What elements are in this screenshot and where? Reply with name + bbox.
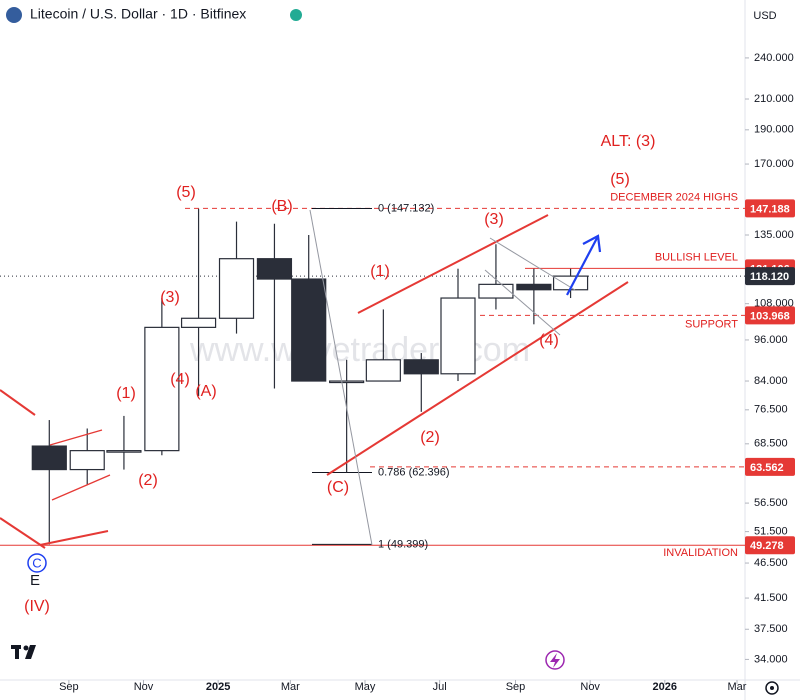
status-dot — [290, 9, 302, 21]
wave4-channel — [309, 209, 576, 546]
wave-label: (A) — [195, 383, 216, 400]
wave-label: ALT: (3) — [601, 133, 656, 150]
y-tick-label: 84.000 — [754, 375, 788, 387]
candle-body — [31, 445, 67, 471]
y-tick-label: 135.000 — [754, 229, 794, 241]
price-label-box — [745, 199, 795, 218]
wave-label: (5) — [610, 171, 630, 188]
wave-label: (3) — [160, 289, 180, 306]
candle-body — [403, 359, 439, 375]
y-tick-label: 41.500 — [754, 592, 788, 604]
wave-label: (2) — [138, 472, 158, 489]
x-tick-label: Nov — [134, 681, 154, 693]
y-tick-label: 56.500 — [754, 497, 788, 509]
candle-body — [106, 450, 142, 453]
coin-icon — [6, 7, 22, 23]
y-tick-label: 34.000 — [754, 653, 788, 665]
wave-label: (4) — [539, 332, 559, 349]
price-label: 103.968 — [750, 310, 790, 322]
candle-body — [144, 326, 180, 452]
price-label-box — [745, 457, 795, 476]
x-tick-label: Sep — [59, 681, 79, 693]
x-tick-label: Nov — [580, 681, 600, 693]
candle-body — [329, 380, 365, 384]
y-tick-label: 190.000 — [754, 124, 794, 136]
wave-label: (1) — [116, 385, 136, 402]
y-tick-label: 68.500 — [754, 438, 788, 450]
lightning-icon[interactable] — [545, 650, 565, 670]
y-tick-label: 51.500 — [754, 526, 788, 538]
x-tick-label: Mar — [728, 681, 747, 693]
level-name: INVALIDATION — [663, 547, 738, 559]
wave-label: (B) — [271, 198, 292, 215]
candle-body — [291, 278, 327, 382]
wave-label: E — [30, 572, 40, 589]
wave-label: (2) — [420, 429, 440, 446]
wave-label: (1) — [370, 263, 390, 280]
candle-body — [440, 297, 476, 375]
y-tick-label: 96.000 — [754, 334, 788, 346]
wave-label: C — [32, 555, 41, 570]
level-name: DECEMBER 2024 HIGHS — [610, 191, 738, 203]
header: Litecoin / U.S. Dollar · 1D · Bitfinex U… — [6, 6, 780, 26]
price-label-box — [745, 306, 795, 325]
x-tick-label: Sep — [506, 681, 526, 693]
fib-label: 0 (147.132) — [378, 202, 434, 214]
x-tick-label: May — [355, 681, 376, 693]
watermark: www.wavetraders.com — [189, 331, 530, 369]
currency-box[interactable] — [750, 6, 780, 26]
tv-logo — [11, 645, 36, 659]
candle-body — [256, 258, 293, 280]
wave-circle — [27, 553, 47, 573]
candle-body — [516, 283, 552, 291]
currency[interactable]: USD — [753, 10, 776, 22]
y-tick-label: 46.500 — [754, 557, 788, 569]
x-tick-label: 2025 — [206, 681, 230, 693]
price-label-box — [745, 536, 795, 555]
candle-body — [218, 258, 255, 319]
price-label: 147.188 — [750, 203, 790, 215]
wave-label: (C) — [327, 479, 349, 496]
settings-icon[interactable] — [765, 681, 779, 695]
price-label: 63.562 — [750, 462, 784, 474]
price-label: 49.278 — [750, 540, 784, 552]
fib-label: 0.786 (62.396) — [378, 466, 450, 478]
trend-lines — [0, 214, 629, 549]
symbol-title: Litecoin / U.S. Dollar · 1D · Bitfinex — [30, 6, 246, 22]
y-tick-label: 76.500 — [754, 404, 788, 416]
wave-label: (3) — [484, 211, 504, 228]
y-tick-label: 37.500 — [754, 623, 788, 635]
candle-body — [478, 283, 514, 299]
y-tick-label: 210.000 — [754, 93, 794, 105]
candle-body — [180, 317, 217, 328]
wave-labels: (5) (B) (3) (1) (3) (4) (A) (1) (2) (2) … — [24, 133, 655, 615]
y-tick-label: 240.000 — [754, 52, 794, 64]
wave-label: (4) — [170, 371, 190, 388]
wave-label: (IV) — [24, 598, 50, 615]
x-tick-label: Mar — [281, 681, 300, 693]
fib-label: 1 (49.399) — [378, 538, 428, 550]
x-tick-label: Jul — [433, 681, 447, 693]
price-label: 118.120 — [750, 271, 789, 283]
price-label-box — [745, 267, 795, 286]
wave-label: (5) — [176, 184, 196, 201]
plot-area — [0, 207, 745, 546]
level-name: BULLISH LEVEL — [655, 251, 738, 263]
y-tick-label: 170.000 — [754, 158, 794, 170]
candle-body — [69, 450, 105, 471]
candle-body — [365, 359, 401, 382]
level-name: SUPPORT — [685, 318, 738, 330]
x-tick-label: 2026 — [653, 681, 677, 693]
projection-arrow — [566, 234, 602, 296]
